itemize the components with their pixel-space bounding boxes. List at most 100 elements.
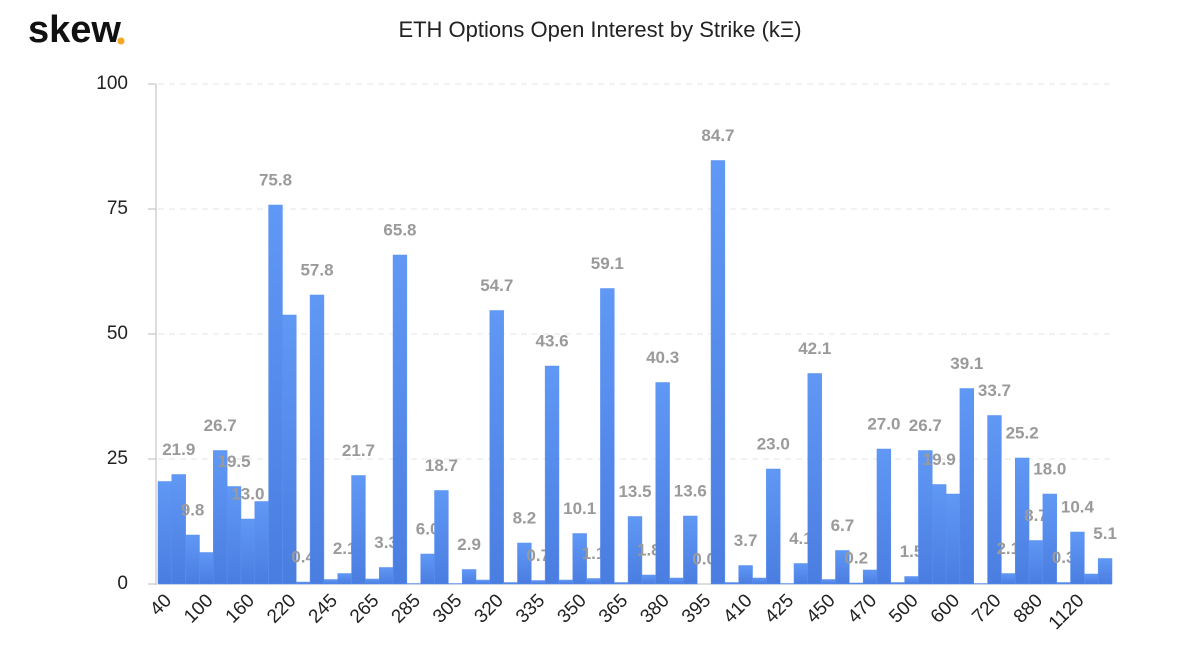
x-tick-label: 100 xyxy=(180,590,217,627)
bar xyxy=(793,563,809,585)
data-label: 40.3 xyxy=(646,348,679,367)
data-label: 23.0 xyxy=(757,434,790,453)
x-tick-label: 600 xyxy=(927,590,964,627)
bar xyxy=(1070,531,1085,585)
data-label: 1.1 xyxy=(582,544,606,563)
bar xyxy=(1097,558,1113,585)
bar xyxy=(987,415,1002,585)
x-tick-label: 365 xyxy=(595,590,632,627)
bar xyxy=(1042,493,1057,585)
bar xyxy=(904,576,919,585)
x-tick-label: 410 xyxy=(719,590,756,627)
bar xyxy=(268,204,283,585)
data-label: 21.9 xyxy=(162,440,195,459)
bar xyxy=(600,288,615,585)
bar xyxy=(296,581,311,585)
data-label: 27.0 xyxy=(867,414,900,433)
data-label: 0.3 xyxy=(1052,548,1076,567)
data-label: 54.7 xyxy=(480,276,513,295)
data-label: 2.1 xyxy=(333,539,357,558)
data-label: 1.5 xyxy=(900,542,924,561)
data-label: 13.0 xyxy=(231,484,264,503)
y-tick-label: 25 xyxy=(107,448,128,469)
bar xyxy=(1028,540,1044,585)
x-tick-label: 500 xyxy=(885,590,922,627)
bar xyxy=(738,565,753,585)
x-tick-label: 450 xyxy=(802,590,839,627)
data-label: 19.5 xyxy=(217,452,250,471)
bar xyxy=(531,580,546,585)
data-label: 8.7 xyxy=(1024,506,1048,525)
data-label: 43.6 xyxy=(535,331,568,350)
bar xyxy=(240,518,256,585)
data-label: 3.3 xyxy=(374,533,398,552)
x-tick-label: 380 xyxy=(636,590,673,627)
bar xyxy=(669,577,684,585)
y-tick-label: 0 xyxy=(117,573,128,594)
x-tick-label: 335 xyxy=(512,590,549,627)
data-label: 75.8 xyxy=(259,170,292,189)
data-label: 26.7 xyxy=(909,416,942,435)
bar xyxy=(157,481,173,585)
x-tick-label: 1120 xyxy=(1045,590,1089,634)
data-label: 13.5 xyxy=(618,482,651,501)
bar xyxy=(558,579,574,585)
bar xyxy=(614,582,629,585)
data-label: 10.1 xyxy=(563,499,596,518)
bar xyxy=(392,254,408,585)
bar xyxy=(365,578,380,585)
bar xyxy=(932,484,947,585)
logo-dot xyxy=(117,37,125,45)
bar xyxy=(489,310,504,585)
data-label: 2.9 xyxy=(457,535,481,554)
bar xyxy=(420,553,435,585)
bar xyxy=(641,574,656,585)
bar xyxy=(586,578,601,585)
x-tick-label: 470 xyxy=(844,590,881,627)
bar xyxy=(807,373,822,585)
data-label: 6.7 xyxy=(831,516,855,535)
data-label: 8.2 xyxy=(513,508,537,527)
data-label: 84.7 xyxy=(701,126,734,145)
bar xyxy=(475,579,491,585)
data-label: 5.1 xyxy=(1093,524,1117,543)
data-label: 0.2 xyxy=(844,548,868,567)
bar xyxy=(323,579,338,585)
x-tick-label: 160 xyxy=(222,590,259,627)
bar xyxy=(821,579,836,585)
chart-title: ETH Options Open Interest by Strike (kΞ) xyxy=(398,17,801,42)
data-label: 19.9 xyxy=(923,450,956,469)
bar xyxy=(724,582,739,585)
y-tick-label: 100 xyxy=(96,73,128,94)
bar xyxy=(959,388,974,585)
data-label: 39.1 xyxy=(950,354,983,373)
data-label: 21.7 xyxy=(342,441,375,460)
bar xyxy=(918,450,933,585)
x-tick-label: 350 xyxy=(554,590,591,627)
x-tick-label: 425 xyxy=(761,590,798,627)
data-label: 10.4 xyxy=(1061,497,1095,516)
data-label: 0.4 xyxy=(291,547,315,566)
y-tick-label: 50 xyxy=(107,323,128,344)
bar xyxy=(945,493,961,585)
bar xyxy=(503,582,518,585)
bar xyxy=(337,573,352,585)
x-tick-label: 395 xyxy=(678,590,715,627)
bar xyxy=(683,515,698,585)
x-tick-label: 305 xyxy=(429,590,466,627)
bar xyxy=(461,569,477,585)
bar xyxy=(1056,582,1071,585)
data-label: 6.0 xyxy=(416,519,440,538)
data-label: 0.0 xyxy=(692,549,716,568)
bar xyxy=(185,534,200,585)
data-label: 25.2 xyxy=(1006,423,1039,442)
data-label: 26.7 xyxy=(204,416,237,435)
data-label: 42.1 xyxy=(798,339,831,358)
bar xyxy=(254,501,269,585)
data-label: 13.6 xyxy=(674,481,707,500)
bar xyxy=(199,552,214,585)
bar xyxy=(309,294,325,585)
data-label: 18.0 xyxy=(1033,459,1066,478)
bar xyxy=(710,160,726,585)
